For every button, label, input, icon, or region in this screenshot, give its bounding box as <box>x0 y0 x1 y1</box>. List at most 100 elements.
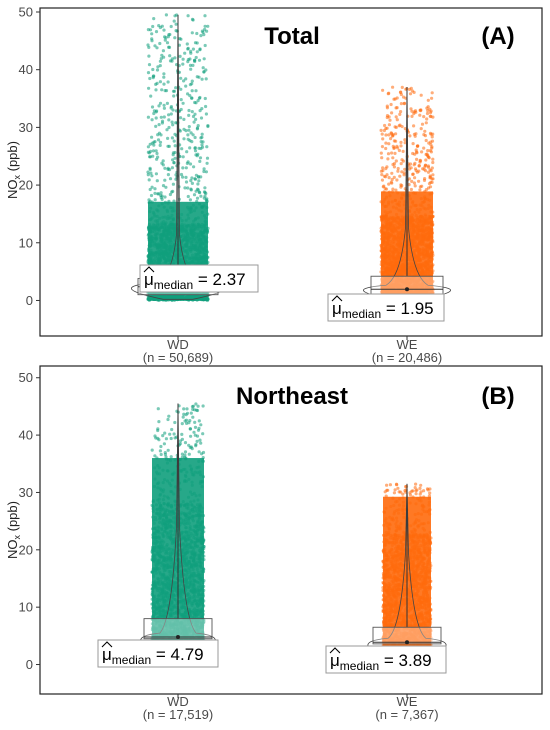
data-point <box>154 116 158 120</box>
data-point <box>387 176 391 180</box>
data-point <box>172 161 176 165</box>
data-point <box>401 159 405 163</box>
data-point <box>415 150 419 154</box>
data-point <box>172 19 176 23</box>
data-point <box>387 182 391 186</box>
data-point <box>149 171 153 175</box>
data-point <box>418 108 422 112</box>
data-point <box>394 106 398 110</box>
data-point <box>200 132 204 136</box>
data-point <box>392 146 396 150</box>
data-point <box>172 94 176 98</box>
data-point <box>381 88 385 92</box>
data-point <box>163 35 167 39</box>
data-point <box>189 67 193 71</box>
data-point <box>192 120 196 124</box>
data-point <box>199 194 203 198</box>
data-point <box>148 142 152 146</box>
data-point <box>155 157 159 161</box>
data-point <box>394 159 398 163</box>
data-point <box>196 182 200 186</box>
data-point <box>188 146 192 150</box>
data-point <box>203 43 207 48</box>
data-point <box>188 63 193 67</box>
data-point <box>428 111 433 115</box>
data-point <box>181 175 185 179</box>
data-point <box>189 131 193 135</box>
data-point <box>193 135 197 140</box>
data-point <box>420 122 425 126</box>
data-point <box>395 118 399 122</box>
data-point <box>195 41 199 45</box>
data-point <box>204 112 208 116</box>
data-point <box>415 157 419 161</box>
data-point <box>195 196 200 200</box>
data-point <box>169 105 173 109</box>
data-point <box>195 31 199 36</box>
data-point <box>408 92 413 96</box>
data-point <box>400 85 404 89</box>
data-point <box>425 117 429 121</box>
data-point <box>146 173 150 177</box>
data-point <box>182 137 186 141</box>
data-point <box>160 53 164 57</box>
data-point <box>157 123 161 127</box>
data-point <box>412 181 416 185</box>
data-point <box>153 187 157 191</box>
data-point <box>172 89 176 93</box>
data-point <box>203 14 207 18</box>
data-point <box>167 118 171 122</box>
data-point <box>147 54 151 58</box>
data-point <box>379 151 383 155</box>
data-point <box>185 161 189 165</box>
panel-a-frame <box>39 7 543 337</box>
data-point <box>393 125 397 129</box>
data-point <box>158 80 162 84</box>
data-point <box>173 56 177 60</box>
data-point <box>403 138 407 142</box>
data-point <box>390 111 394 115</box>
data-point <box>158 140 163 144</box>
data-point <box>188 57 192 61</box>
data-point <box>393 151 397 155</box>
data-point <box>178 54 182 59</box>
data-point <box>195 75 199 79</box>
data-point <box>430 139 435 143</box>
data-point <box>422 115 426 119</box>
data-point <box>426 149 430 153</box>
data-point <box>164 13 168 17</box>
data-point <box>181 155 185 159</box>
data-point <box>410 114 414 118</box>
data-point <box>184 166 188 170</box>
data-point <box>420 150 424 154</box>
data-point <box>182 79 186 83</box>
data-point <box>387 123 391 127</box>
data-point <box>157 24 161 28</box>
data-point <box>195 50 199 54</box>
data-point <box>148 166 152 170</box>
data-point <box>198 159 202 163</box>
data-point <box>205 145 209 149</box>
data-point <box>169 24 173 29</box>
data-point <box>154 172 158 176</box>
data-point <box>190 96 194 100</box>
data-point <box>205 156 210 160</box>
data-point <box>206 124 210 129</box>
data-point <box>163 178 167 182</box>
data-point <box>204 77 208 81</box>
data-point <box>392 175 396 179</box>
data-point <box>170 136 174 140</box>
data-point <box>190 31 194 35</box>
data-point <box>413 184 417 188</box>
data-point <box>188 83 192 87</box>
data-point <box>160 88 164 92</box>
data-point <box>187 125 191 129</box>
data-point <box>202 169 206 174</box>
data-point <box>195 126 200 130</box>
data-point <box>150 185 154 189</box>
data-point <box>162 82 166 86</box>
data-point <box>165 101 169 105</box>
data-point <box>157 104 161 108</box>
data-point <box>154 82 158 86</box>
data-point <box>383 123 387 128</box>
